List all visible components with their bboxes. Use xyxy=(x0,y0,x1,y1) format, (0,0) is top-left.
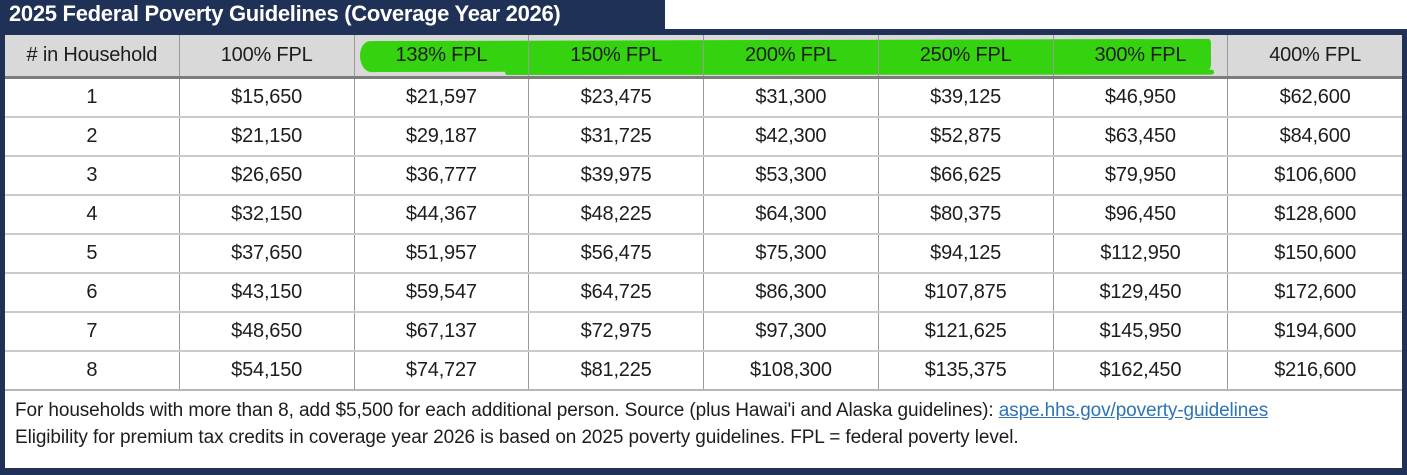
fpl-table: # in Household 100% FPL 138% FPL 150% FPL 20… xyxy=(0,29,1407,475)
footnote: For households with more than 8, add $5,… xyxy=(5,391,1402,468)
amount-cell: $194,600 xyxy=(1227,313,1402,350)
amount-cell: $26,650 xyxy=(178,157,354,194)
column-header-1: 100% FPL xyxy=(178,35,354,76)
amount-cell: $21,597 xyxy=(353,79,529,116)
footnote-line1: For households with more than 8, add $5,… xyxy=(15,397,1390,424)
amount-cell: $145,950 xyxy=(1052,313,1228,350)
table-row: 5 $37,650 $51,957 $56,475 $75,300 $94,125 $112… xyxy=(5,235,1402,274)
amount-cell: $162,450 xyxy=(1052,352,1228,389)
amount-cell: $79,950 xyxy=(1052,157,1228,194)
amount-cell: $52,875 xyxy=(877,118,1053,155)
household-size-cell: 5 xyxy=(86,242,98,264)
amount-cell: $66,625 xyxy=(877,157,1053,194)
amount-cell: $59,547 xyxy=(353,274,529,311)
amount-cell: $84,600 xyxy=(1227,118,1402,155)
table-row: 3 $26,650 $36,777 $39,975 $53,300 $66,625 $79,… xyxy=(5,157,1402,196)
column-header-5: 250% FPL xyxy=(877,35,1053,76)
table-row: 1 $15,650 $21,597 $23,475 $31,300 $39,125 $46,… xyxy=(5,79,1402,118)
amount-cell: $37,650 xyxy=(178,235,354,272)
amount-cell: $31,725 xyxy=(528,118,703,155)
table-header-row: # in Household 100% FPL 138% FPL 150% FPL 20… xyxy=(5,35,1402,79)
amount-cell: $216,600 xyxy=(1227,352,1402,389)
column-header-0: # in Household xyxy=(26,44,158,66)
amount-cell: $56,475 xyxy=(528,235,703,272)
poverty-guidelines-link[interactable]: aspe.hhs.gov/poverty-guidelines xyxy=(998,400,1269,421)
household-size-cell: 6 xyxy=(86,281,98,303)
table-row: 8 $54,150 $74,727 $81,225 $108,300 $135,375 $1… xyxy=(5,352,1402,391)
table-row: 6 $43,150 $59,547 $64,725 $86,300 $107,875 $12… xyxy=(5,274,1402,313)
amount-cell: $135,375 xyxy=(877,352,1053,389)
amount-cell: $150,600 xyxy=(1227,235,1402,272)
amount-cell: $94,125 xyxy=(877,235,1053,272)
amount-cell: $96,450 xyxy=(1052,196,1228,233)
page-title: 2025 Federal Poverty Guidelines (Coverag… xyxy=(9,1,561,26)
table-row: 2 $21,150 $29,187 $31,725 $42,300 $52,875 $63,… xyxy=(5,118,1402,157)
amount-cell: $46,950 xyxy=(1052,79,1228,116)
amount-cell: $15,650 xyxy=(178,79,354,116)
amount-cell: $53,300 xyxy=(703,157,878,194)
amount-cell: $51,957 xyxy=(353,235,529,272)
amount-cell: $72,975 xyxy=(528,313,703,350)
amount-cell: $172,600 xyxy=(1227,274,1402,311)
household-size-cell: 8 xyxy=(86,359,98,381)
amount-cell: $106,600 xyxy=(1227,157,1402,194)
table-row: 7 $48,650 $67,137 $72,975 $97,300 $121,625 $14… xyxy=(5,313,1402,352)
column-header-3: 150% FPL xyxy=(528,35,703,76)
amount-cell: $112,950 xyxy=(1052,235,1228,272)
household-size-cell: 4 xyxy=(86,203,98,225)
amount-cell: $42,300 xyxy=(703,118,878,155)
column-header-2: 138% FPL xyxy=(353,35,529,76)
amount-cell: $23,475 xyxy=(528,79,703,116)
amount-cell: $64,725 xyxy=(528,274,703,311)
amount-cell: $121,625 xyxy=(877,313,1053,350)
household-size-cell: 3 xyxy=(86,164,98,186)
amount-cell: $48,225 xyxy=(528,196,703,233)
amount-cell: $64,300 xyxy=(703,196,878,233)
amount-cell: $80,375 xyxy=(877,196,1053,233)
amount-cell: $29,187 xyxy=(353,118,529,155)
footnote-line1-text: For households with more than 8, add $5,… xyxy=(15,400,999,421)
household-size-cell: 1 xyxy=(86,86,98,108)
amount-cell: $107,875 xyxy=(877,274,1053,311)
title-bar: 2025 Federal Poverty Guidelines (Coverag… xyxy=(0,0,665,30)
amount-cell: $43,150 xyxy=(178,274,354,311)
amount-cell: $129,450 xyxy=(1052,274,1228,311)
amount-cell: $81,225 xyxy=(528,352,703,389)
amount-cell: $32,150 xyxy=(178,196,354,233)
amount-cell: $31,300 xyxy=(703,79,878,116)
amount-cell: $39,125 xyxy=(877,79,1053,116)
amount-cell: $63,450 xyxy=(1052,118,1228,155)
amount-cell: $21,150 xyxy=(178,118,354,155)
amount-cell: $128,600 xyxy=(1227,196,1402,233)
amount-cell: $97,300 xyxy=(703,313,878,350)
column-header-4: 200% FPL xyxy=(703,35,878,76)
amount-cell: $86,300 xyxy=(703,274,878,311)
amount-cell: $39,975 xyxy=(528,157,703,194)
table-row: 4 $32,150 $44,367 $48,225 $64,300 $80,375 $96,… xyxy=(5,196,1402,235)
amount-cell: $75,300 xyxy=(703,235,878,272)
column-header-6: 300% FPL xyxy=(1052,35,1228,76)
amount-cell: $54,150 xyxy=(178,352,354,389)
amount-cell: $48,650 xyxy=(178,313,354,350)
column-header-7: 400% FPL xyxy=(1227,35,1402,76)
amount-cell: $74,727 xyxy=(353,352,529,389)
amount-cell: $36,777 xyxy=(353,157,529,194)
household-size-cell: 7 xyxy=(86,320,98,342)
table-body: 1 $15,650 $21,597 $23,475 $31,300 $39,125 $46,… xyxy=(5,79,1402,391)
footnote-line2: Eligibility for premium tax credits in c… xyxy=(15,427,1019,448)
amount-cell: $108,300 xyxy=(703,352,878,389)
amount-cell: $44,367 xyxy=(353,196,529,233)
amount-cell: $62,600 xyxy=(1227,79,1402,116)
household-size-cell: 2 xyxy=(86,125,98,147)
amount-cell: $67,137 xyxy=(353,313,529,350)
